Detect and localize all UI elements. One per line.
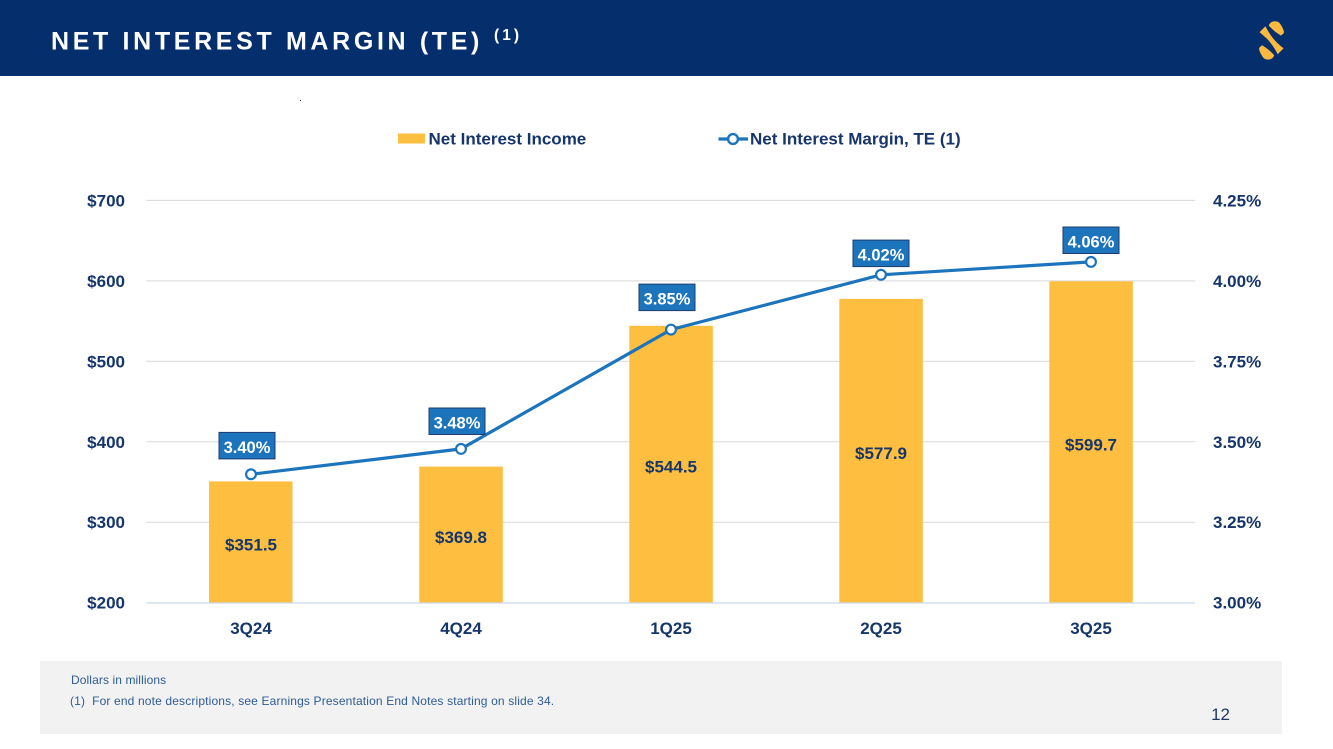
svg-text:$400: $400: [87, 433, 125, 452]
svg-text:3.25%: 3.25%: [1213, 513, 1261, 532]
svg-text:3.75%: 3.75%: [1213, 352, 1261, 371]
svg-text:4.25%: 4.25%: [1213, 191, 1261, 210]
svg-text:$700: $700: [87, 191, 125, 210]
svg-text:$200: $200: [87, 594, 125, 613]
svg-text:$369.8: $369.8: [435, 528, 487, 547]
svg-text:$500: $500: [87, 352, 125, 371]
svg-text:1Q25: 1Q25: [650, 619, 692, 638]
svg-text:3Q25: 3Q25: [1070, 619, 1112, 638]
svg-text:3.50%: 3.50%: [1213, 433, 1261, 452]
svg-text:$577.9: $577.9: [855, 444, 907, 463]
svg-text:3.40%: 3.40%: [224, 439, 271, 457]
svg-text:$599.7: $599.7: [1065, 436, 1117, 455]
svg-text:$600: $600: [87, 272, 125, 291]
svg-text:4Q24: 4Q24: [440, 619, 482, 638]
svg-text:$351.5: $351.5: [225, 536, 277, 555]
svg-text:3.48%: 3.48%: [434, 414, 481, 432]
svg-text:Net Interest Margin, TE (1): Net Interest Margin, TE (1): [750, 130, 961, 149]
svg-text:4.06%: 4.06%: [1068, 233, 1115, 251]
svg-text:4.00%: 4.00%: [1213, 272, 1261, 291]
svg-text:2Q25: 2Q25: [860, 619, 902, 638]
svg-text:$544.5: $544.5: [645, 458, 697, 477]
svg-text:$300: $300: [87, 513, 125, 532]
svg-text:4.02%: 4.02%: [858, 247, 905, 265]
svg-text:3.85%: 3.85%: [644, 291, 691, 309]
svg-text:3.00%: 3.00%: [1213, 594, 1261, 613]
svg-text:Net Interest Income: Net Interest Income: [429, 130, 587, 149]
svg-text:3Q24: 3Q24: [230, 619, 272, 638]
